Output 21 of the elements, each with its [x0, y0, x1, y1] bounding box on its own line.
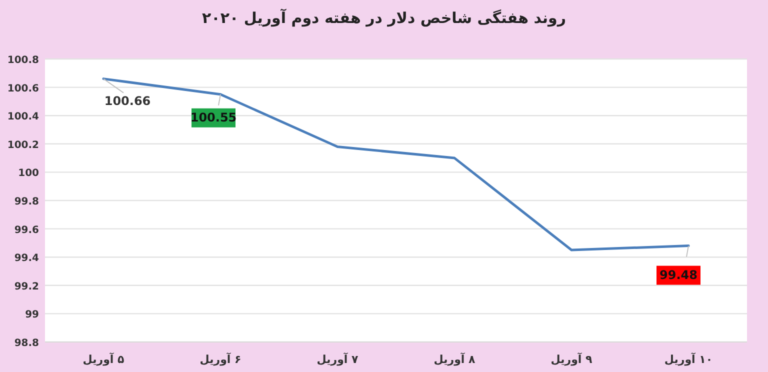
y-tick-label: 99.4 — [14, 253, 40, 264]
x-tick-label: ۵ آوریل — [82, 352, 124, 366]
y-tick-label: 100.2 — [7, 140, 40, 151]
x-tick-label: ۶ آوریل — [200, 352, 242, 366]
y-tick-label: 99.6 — [14, 224, 40, 236]
x-tick-label: ۸ آوریل — [434, 352, 476, 366]
chart-title: روند هفتگی شاخص دلار در هفته دوم آوریل ۲۰۲۰ — [202, 8, 566, 27]
y-tick-label: 100.4 — [7, 112, 40, 123]
y-tick-label: 99.2 — [14, 281, 40, 292]
x-tick-label: ۹ آوریل — [550, 352, 592, 366]
x-tick-label: ۱۰ آوریل — [664, 352, 713, 366]
data-label: 99.48 — [660, 268, 698, 282]
data-label: 100.66 — [104, 94, 151, 108]
y-tick-label: 100.6 — [7, 83, 40, 94]
y-tick-label: 99 — [25, 310, 40, 321]
y-tick-label: 99.8 — [14, 196, 40, 208]
y-tick-label: 100 — [18, 168, 40, 180]
x-tick-label: ۷ آوریل — [316, 352, 358, 366]
y-tick-label: 100.8 — [7, 55, 40, 66]
y-tick-label: 98.8 — [14, 338, 40, 349]
line-series — [102, 78, 690, 252]
